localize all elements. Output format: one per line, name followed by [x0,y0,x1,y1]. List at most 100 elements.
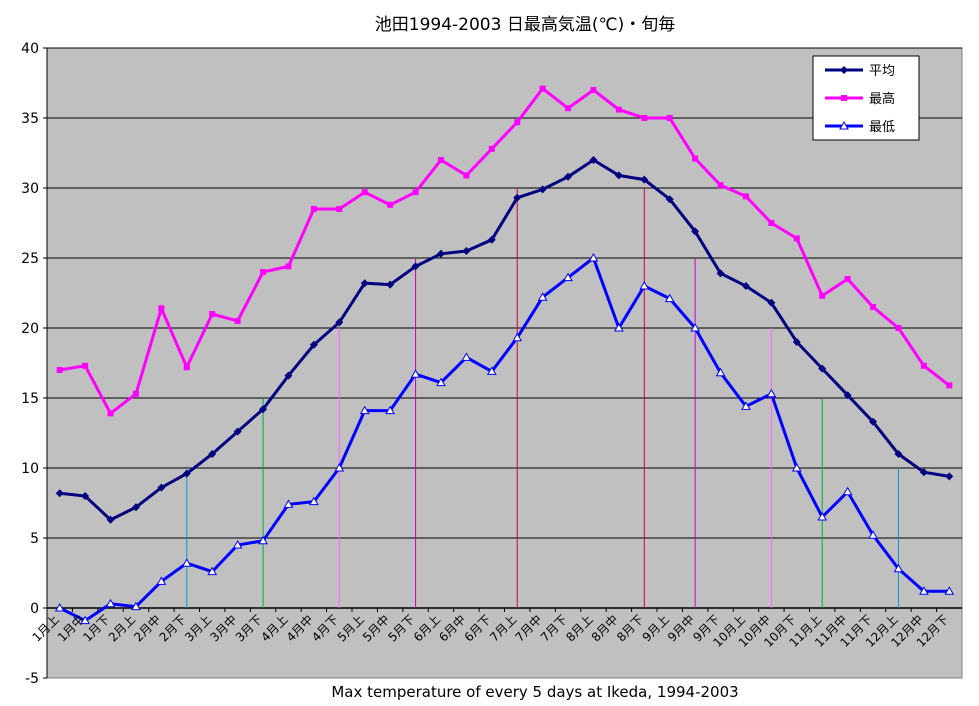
data-point-average [818,364,827,373]
data-point-average [259,405,268,414]
data-point-average [792,338,801,346]
series-max [56,85,953,417]
data-point-average [741,282,750,290]
data-point-average [665,195,674,204]
data-point-min [232,539,243,549]
data-point-average [386,280,395,289]
data-point-min [334,462,345,472]
data-point-max [310,206,317,212]
data-point-average [919,468,928,477]
data-point-max [870,304,877,310]
data-point-min [385,405,395,415]
data-point-max [285,263,292,270]
data-point-average [691,227,700,236]
data-point-max [158,305,165,312]
y-tick-label: 20 [21,321,39,337]
data-point-min [690,322,700,332]
data-point-max [412,189,419,196]
legend-marker-average [840,66,848,74]
data-point-min [766,388,777,398]
data-point-average [589,156,598,164]
data-point-max [336,206,343,212]
data-point-min [614,322,624,332]
y-tick-label: 10 [21,461,39,477]
y-tick-label: 5 [30,531,39,547]
data-point-max [692,155,699,162]
data-point-average [462,247,471,255]
y-tick-label: 15 [21,391,39,407]
data-point-max [666,115,673,121]
data-point-average [436,249,445,258]
data-point-average [614,171,623,180]
data-point-min [944,586,955,595]
data-point-min [410,369,421,378]
data-point-average [284,371,293,380]
y-tick-label: 25 [21,251,39,267]
data-point-average [564,172,573,181]
data-point-average [55,489,64,498]
data-point-max [768,220,775,226]
data-point-min [283,499,294,508]
data-point-average [208,450,217,458]
data-point-average [640,175,649,184]
data-point-min [588,252,599,262]
data-point-max [819,292,826,299]
data-point-average [716,269,725,278]
reference-lines [186,188,899,608]
data-point-max [590,87,597,93]
data-point-average [335,318,344,327]
legend-marker-max [841,95,847,101]
data-point-average [945,472,954,481]
data-point-average [360,279,369,288]
data-point-min [54,602,65,612]
data-point-average [81,492,90,500]
data-point-max [183,364,190,371]
data-point-average [309,340,318,349]
data-point-min [563,272,573,282]
data-point-max [488,145,495,152]
data-point-average [767,298,776,307]
series-line-max [59,86,951,416]
data-point-max [209,311,216,317]
data-point-max [946,382,953,389]
chart-title: 池田1994-2003 日最高気温(℃)・旬毎 [375,15,675,35]
data-point-max [920,362,927,369]
legend-label-max: 最高 [869,91,895,107]
data-point-min [715,367,726,377]
data-point-max [615,106,622,113]
data-point-min [131,601,141,611]
data-point-max [717,182,724,189]
data-point-average [513,193,522,202]
data-point-min [461,352,472,361]
data-point-min [664,293,675,303]
data-point-max [514,119,521,126]
data-point-average [487,235,496,244]
data-point-max [234,318,241,324]
data-point-max [107,410,114,417]
data-point-min [436,377,446,387]
data-point-max [793,235,800,242]
data-point-average [182,469,191,478]
data-point-average [131,503,140,512]
data-point-max [56,367,63,373]
data-point-min [817,511,828,521]
data-point-min [639,280,650,290]
data-point-max [895,325,902,331]
data-point-min [156,576,167,585]
data-point-average [869,417,878,426]
data-point-min [868,530,878,539]
data-point-max [539,85,546,92]
data-point-min [80,615,90,625]
data-point-min [791,462,802,472]
series-layer [54,85,955,625]
data-point-average [411,262,420,271]
y-tick-label: 0 [30,601,39,617]
data-point-min [207,566,218,576]
data-point-max [361,189,368,196]
x-axis-title: Max temperature of every 5 days at Ikeda… [331,683,738,701]
data-point-min [512,332,523,342]
data-point-max [641,115,648,121]
series-min [54,252,955,625]
